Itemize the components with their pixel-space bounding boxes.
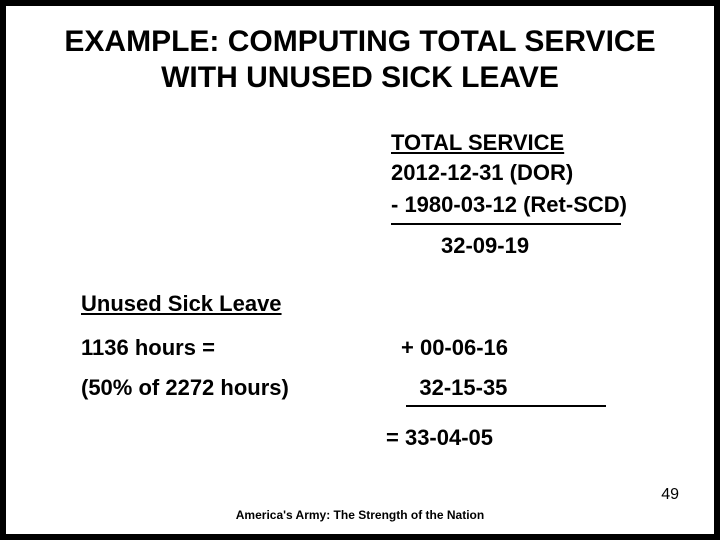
final-result: = 33-04-05 <box>386 425 684 451</box>
footer-text: America's Army: The Strength of the Nati… <box>6 508 714 522</box>
total-service-label: TOTAL SERVICE <box>391 130 684 156</box>
total-service-result: 32-09-19 <box>441 231 684 261</box>
total-service-block: TOTAL SERVICE 2012-12-31 (DOR) - 1980-03… <box>391 130 684 261</box>
dor-line: 2012-12-31 (DOR) <box>391 158 684 188</box>
fifty-line: (50% of 2272 hours) <box>81 375 401 411</box>
page-number: 49 <box>661 486 679 504</box>
unused-sick-block: Unused Sick Leave 1136 hours = + 00-06-1… <box>81 291 684 411</box>
sum-divider <box>406 405 606 407</box>
plus-line: + 00-06-16 <box>401 335 508 361</box>
fifty-row: (50% of 2272 hours) 32-15-35 <box>81 375 684 411</box>
hours-row: 1136 hours = + 00-06-16 <box>81 335 684 361</box>
sum-value: 32-15-35 <box>419 375 507 400</box>
slide-title: EXAMPLE: COMPUTING TOTAL SERVICE WITH UN… <box>36 24 684 96</box>
calc-divider <box>391 223 621 225</box>
hours-line: 1136 hours = <box>81 335 401 361</box>
slide-container: EXAMPLE: COMPUTING TOTAL SERVICE WITH UN… <box>0 0 720 540</box>
unused-label: Unused Sick Leave <box>81 291 684 317</box>
sum-line: 32-15-35 <box>401 375 606 411</box>
retscd-line: - 1980-03-12 (Ret-SCD) <box>391 190 684 220</box>
